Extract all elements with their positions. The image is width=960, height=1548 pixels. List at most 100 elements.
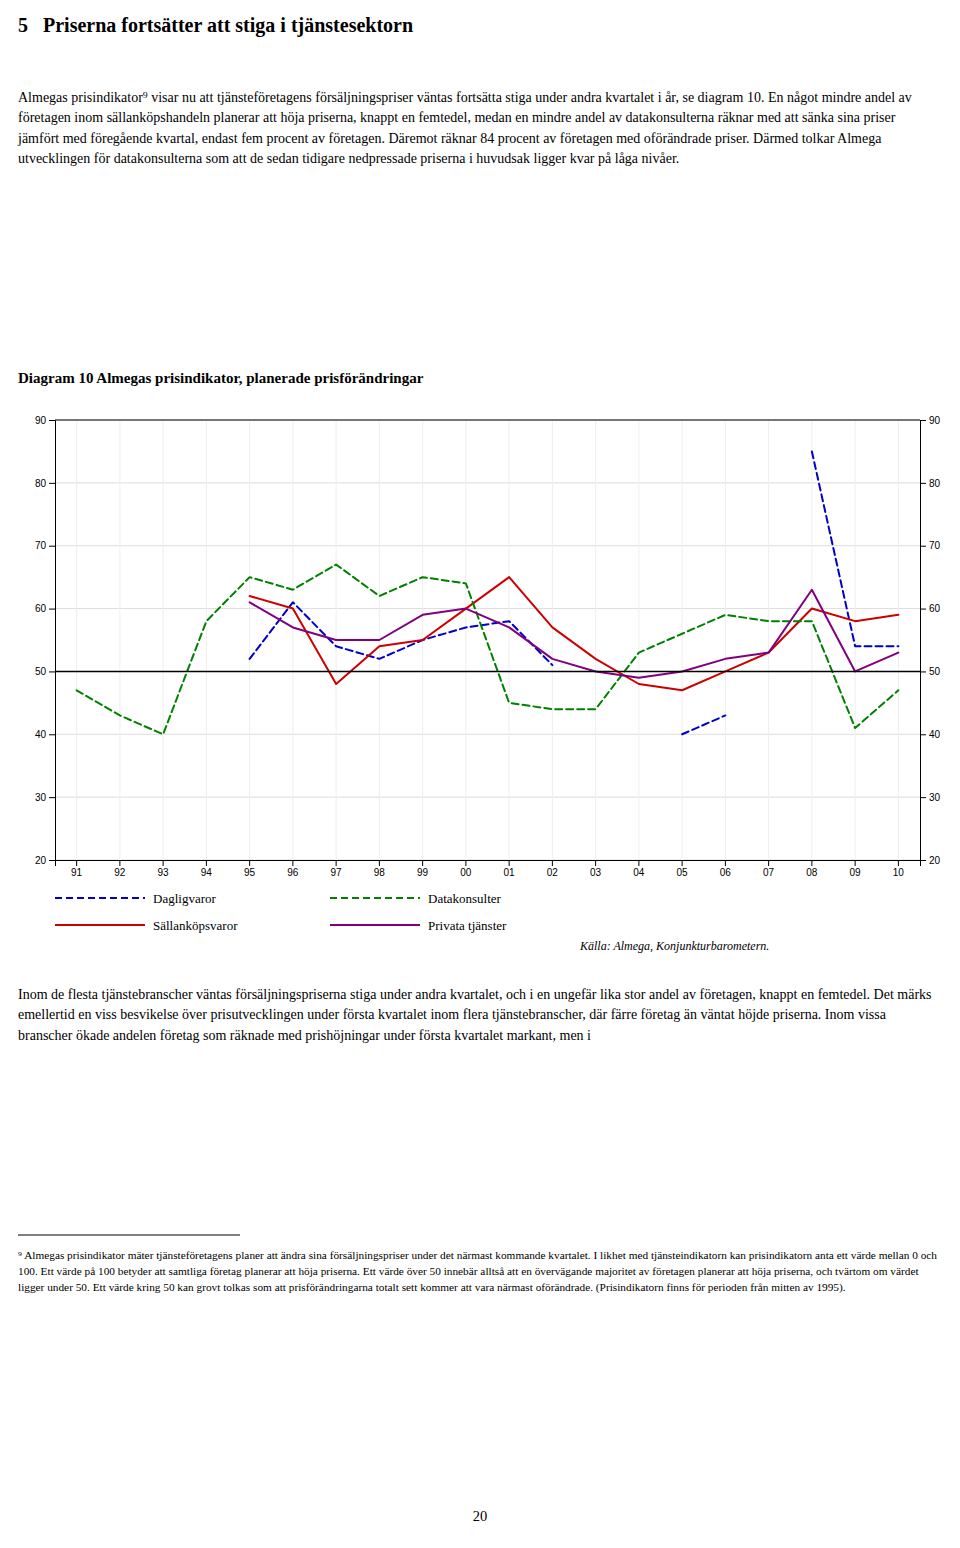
legend-label: Dagligvaror <box>153 891 216 906</box>
y2-tick-label: 40 <box>929 729 941 740</box>
y2-tick-mark <box>920 546 926 547</box>
x-tick-mark <box>682 860 683 866</box>
legend-swatch <box>330 897 420 899</box>
chart-title: Diagram 10 Almegas prisindikator, planer… <box>18 370 424 386</box>
x-tick-mark <box>509 860 510 866</box>
x-tick-mark <box>163 860 164 866</box>
legend-item: Privata tjänster <box>330 918 507 933</box>
y2-tick-mark <box>920 609 926 610</box>
legend-swatch <box>55 897 145 899</box>
footnote: ⁹ Almegas prisindikator mäter tjänsteför… <box>18 1248 938 1295</box>
y2-tick-mark <box>920 420 926 421</box>
heading: 5 Priserna fortsätter att stiga i tjänst… <box>18 14 938 37</box>
y2-tick: 30 <box>920 792 941 803</box>
x-tick: 04 <box>633 860 645 878</box>
x-tick-label: 93 <box>158 867 170 878</box>
x-grid-line <box>509 420 510 860</box>
y-tick-label: 20 <box>35 855 47 866</box>
legend-swatch <box>330 924 420 926</box>
x-tick-label: 04 <box>633 867 645 878</box>
y-tick-mark <box>49 420 55 421</box>
x-tick: 93 <box>158 860 170 878</box>
y-axis-line <box>49 421 56 861</box>
x-grid-line <box>811 420 812 860</box>
x-tick: 03 <box>590 860 602 878</box>
x-tick-mark <box>422 860 423 866</box>
y-tick-mark <box>49 860 55 861</box>
legend: DagligvarorSällanköpsvarorDatakonsulterP… <box>55 891 507 933</box>
x-grid-line <box>768 420 769 860</box>
x-grid-line <box>249 420 250 860</box>
y-tick: 50 <box>35 666 55 677</box>
y-tick: 90 <box>35 415 55 426</box>
y2-axis-line <box>921 421 927 861</box>
x-tick: 96 <box>287 860 299 878</box>
x-grid-line <box>552 420 553 860</box>
x-tick: 92 <box>114 860 126 878</box>
x-grid-line <box>855 420 856 860</box>
x-axis: 9192939495969798990001020304050607080910 <box>56 860 921 878</box>
x-grid-line <box>898 420 899 860</box>
x-tick-label: 06 <box>720 867 732 878</box>
x-grid-line <box>595 420 596 860</box>
y-tick: 80 <box>35 478 55 489</box>
y2-tick-mark <box>920 797 926 798</box>
x-tick-label: 07 <box>763 867 775 878</box>
x-tick-label: 09 <box>850 867 862 878</box>
x-tick: 94 <box>201 860 213 878</box>
y-tick-label: 90 <box>35 415 47 426</box>
y-tick-label: 30 <box>35 792 47 803</box>
x-tick: 99 <box>417 860 429 878</box>
x-tick: 06 <box>720 860 732 878</box>
y-grid-line <box>55 482 920 483</box>
x-tick-mark <box>119 860 120 866</box>
x-tick-mark <box>898 860 899 866</box>
y2-tick-label: 80 <box>929 478 941 489</box>
y-tick-label: 70 <box>35 540 47 551</box>
x-tick-label: 94 <box>201 867 213 878</box>
x-tick: 02 <box>547 860 559 878</box>
x-tick-mark <box>552 860 553 866</box>
paragraph: Almegas prisindikator⁹ visar nu att tjän… <box>18 88 938 169</box>
footnote-separator <box>18 1235 240 1236</box>
y-grid-line <box>55 734 920 735</box>
y-tick-mark <box>49 734 55 735</box>
x-tick: 91 <box>71 860 83 878</box>
y-tick: 40 <box>35 729 55 740</box>
x-grid-line <box>465 420 466 860</box>
series-line <box>250 590 899 678</box>
x-tick-label: 08 <box>806 867 818 878</box>
x-tick-mark <box>768 860 769 866</box>
series-line <box>77 565 899 735</box>
y-axis: 2030405060708090 <box>35 415 56 866</box>
x-tick-label: 92 <box>114 867 126 878</box>
legend-item: Datakonsulter <box>330 891 502 906</box>
y-grid-line <box>55 420 920 421</box>
x-tick: 01 <box>504 860 516 878</box>
y-tick-label: 80 <box>35 478 47 489</box>
series-line <box>250 577 899 690</box>
y2-tick-label: 90 <box>929 415 941 426</box>
y2-tick: 50 <box>920 666 941 677</box>
y2-tick: 90 <box>920 415 941 426</box>
x-tick-mark <box>76 860 77 866</box>
x-tick-label: 96 <box>287 867 299 878</box>
x-grid-line <box>206 420 207 860</box>
x-tick-label: 02 <box>547 867 559 878</box>
x-grid-line <box>725 420 726 860</box>
y2-tick-label: 60 <box>929 603 941 614</box>
x-tick-mark <box>595 860 596 866</box>
y-grid-line <box>55 545 920 546</box>
x-grid-line <box>119 420 120 860</box>
y2-tick: 60 <box>920 603 941 614</box>
y2-tick: 40 <box>920 729 941 740</box>
y2-tick-label: 70 <box>929 540 941 551</box>
x-tick-mark <box>292 860 293 866</box>
x-tick: 08 <box>806 860 818 878</box>
legend-label: Datakonsulter <box>428 891 502 906</box>
x-tick-mark <box>249 860 250 866</box>
x-grid-line <box>638 420 639 860</box>
x-tick-label: 99 <box>417 867 429 878</box>
chart: Diagram 10 Almegas prisindikator, planer… <box>0 0 960 1548</box>
plot-frame-top <box>55 420 920 421</box>
